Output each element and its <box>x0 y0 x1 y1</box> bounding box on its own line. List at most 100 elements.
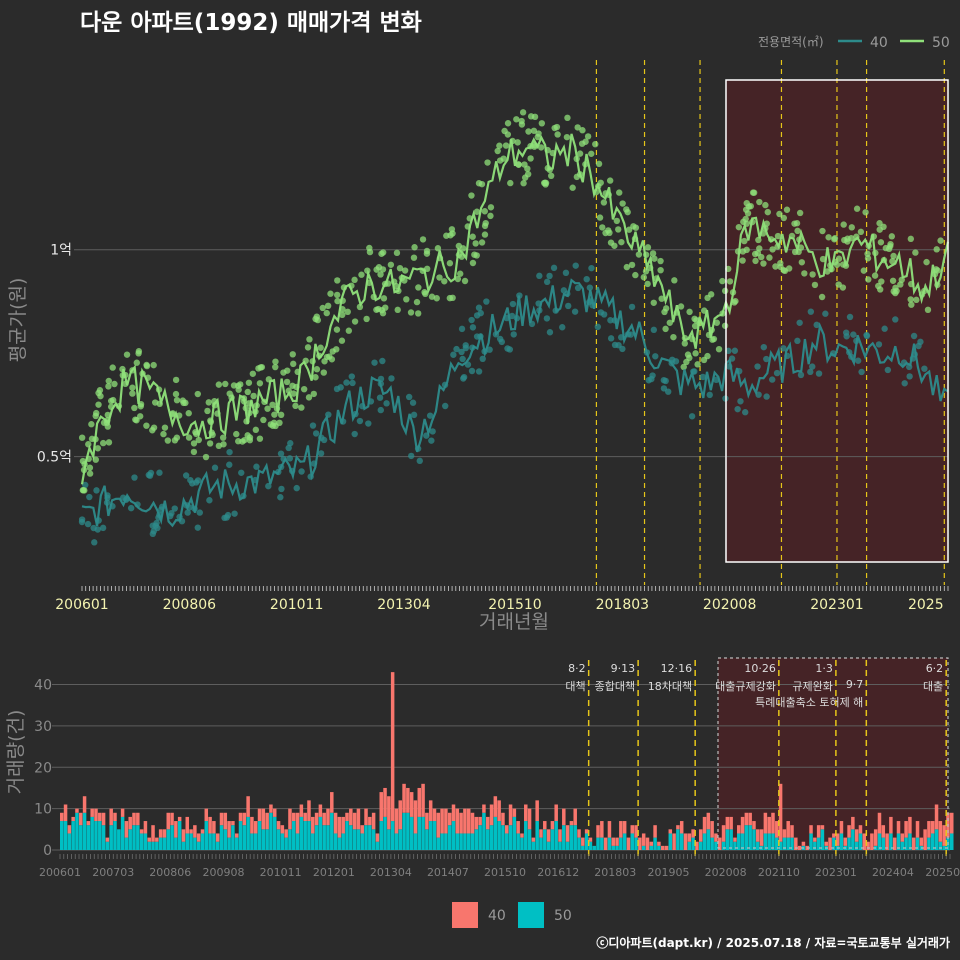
volume-bar-50 <box>896 833 901 850</box>
volume-bar-40 <box>326 808 330 826</box>
volume-bar-40 <box>763 812 768 834</box>
price-point-50 <box>443 232 450 239</box>
volume-y-tick-label: 20 <box>34 760 52 776</box>
volume-bar-40 <box>835 833 840 846</box>
price-point-50 <box>414 310 422 317</box>
legend-label-50: 50 <box>932 35 950 51</box>
price-point-40 <box>442 402 449 410</box>
volume-bar-40 <box>771 812 775 834</box>
price-point-40 <box>763 393 770 400</box>
price-point-50 <box>766 254 773 261</box>
volume-bar-40 <box>562 808 566 826</box>
volume-bar-40 <box>292 812 296 822</box>
price-point-50 <box>190 440 198 447</box>
volume-y-tick-label: 30 <box>34 719 52 735</box>
price-point-40 <box>910 332 918 340</box>
price-point-50 <box>149 427 156 434</box>
price-point-50 <box>798 259 806 266</box>
volume-bar-40 <box>170 812 174 826</box>
price-point-40 <box>892 316 899 323</box>
price-point-50 <box>537 144 545 151</box>
price-point-40 <box>196 509 203 516</box>
price-point-50 <box>481 208 489 215</box>
volume-bar-40 <box>520 833 524 838</box>
volume-bar-50 <box>463 833 467 850</box>
volume-bar-40 <box>113 812 117 822</box>
volume-bar-50 <box>877 833 882 850</box>
price-point-50 <box>878 278 885 285</box>
volume-bar-50 <box>619 837 623 850</box>
volume-bar-50 <box>71 821 75 850</box>
volume-bar-50 <box>101 825 106 850</box>
price-point-50 <box>323 309 330 317</box>
volume-bar-50 <box>311 833 315 850</box>
volume-bar-50 <box>166 829 170 850</box>
price-point-40 <box>379 357 386 365</box>
volume-bar-50 <box>546 841 551 850</box>
price-point-40 <box>383 400 390 407</box>
price-point-50 <box>401 277 408 284</box>
volume-bar-50 <box>428 821 433 850</box>
volume-bar-50 <box>219 825 224 850</box>
price-point-50 <box>624 208 631 216</box>
price-line-40 <box>81 278 949 528</box>
price-point-50 <box>377 271 384 278</box>
price-point-50 <box>339 311 346 319</box>
price-point-50 <box>700 356 708 364</box>
price-point-40 <box>645 377 652 384</box>
price-point-50 <box>907 235 915 243</box>
price-point-50 <box>742 206 750 213</box>
price-point-50 <box>538 120 546 127</box>
price-point-50 <box>520 180 527 187</box>
volume-bar-50 <box>737 833 741 850</box>
price-point-50 <box>241 436 248 444</box>
price-point-50 <box>707 291 715 298</box>
volume-bar-40 <box>721 825 726 842</box>
volume-bar-50 <box>927 837 931 850</box>
volume-bar-50 <box>698 841 703 850</box>
price-point-40 <box>84 520 92 528</box>
volume-bar-40 <box>185 816 190 834</box>
price-x-tick-label: 200601 <box>55 597 108 613</box>
price-point-50 <box>446 260 454 267</box>
volume-bar-40 <box>775 821 779 838</box>
volume-bar-40 <box>322 812 326 826</box>
price-y-axis-title: 평균가(원) <box>7 278 29 363</box>
price-point-50 <box>574 124 581 131</box>
volume-bar-40 <box>531 837 536 842</box>
price-point-40 <box>206 497 213 504</box>
price-point-50 <box>237 381 244 388</box>
price-point-40 <box>223 514 230 521</box>
price-point-50 <box>220 441 227 448</box>
volume-bar-50 <box>227 837 231 850</box>
volume-bar-50 <box>508 825 513 850</box>
price-point-40 <box>875 341 883 348</box>
volume-bar-40 <box>714 833 718 842</box>
price-point-40 <box>459 355 466 363</box>
volume-bar-40 <box>668 829 673 834</box>
volume-bar-50 <box>641 845 646 850</box>
price-y-tick-label: 0.5억 <box>37 450 72 466</box>
volume-bar-40 <box>892 837 897 850</box>
price-point-40 <box>508 312 516 320</box>
volume-x-tick-label: 201407 <box>427 866 469 879</box>
price-point-50 <box>289 351 296 358</box>
volume-bar-40 <box>162 829 167 838</box>
price-point-50 <box>449 230 456 237</box>
price-point-50 <box>651 255 658 262</box>
price-point-50 <box>269 401 276 409</box>
volume-bar-40 <box>109 808 113 826</box>
price-point-50 <box>657 257 664 265</box>
policy-annotation-label: 대출 <box>923 680 943 693</box>
price-point-50 <box>658 295 665 302</box>
volume-bar-50 <box>505 833 509 850</box>
volume-bar-50 <box>478 825 482 850</box>
price-point-50 <box>351 276 358 284</box>
price-point-50 <box>226 390 233 397</box>
volume-bar-40 <box>177 816 182 822</box>
price-point-50 <box>635 251 643 258</box>
volume-bar-40 <box>432 808 437 822</box>
volume-bar-40 <box>105 837 110 842</box>
price-point-50 <box>715 345 723 353</box>
volume-bar-50 <box>710 837 714 850</box>
